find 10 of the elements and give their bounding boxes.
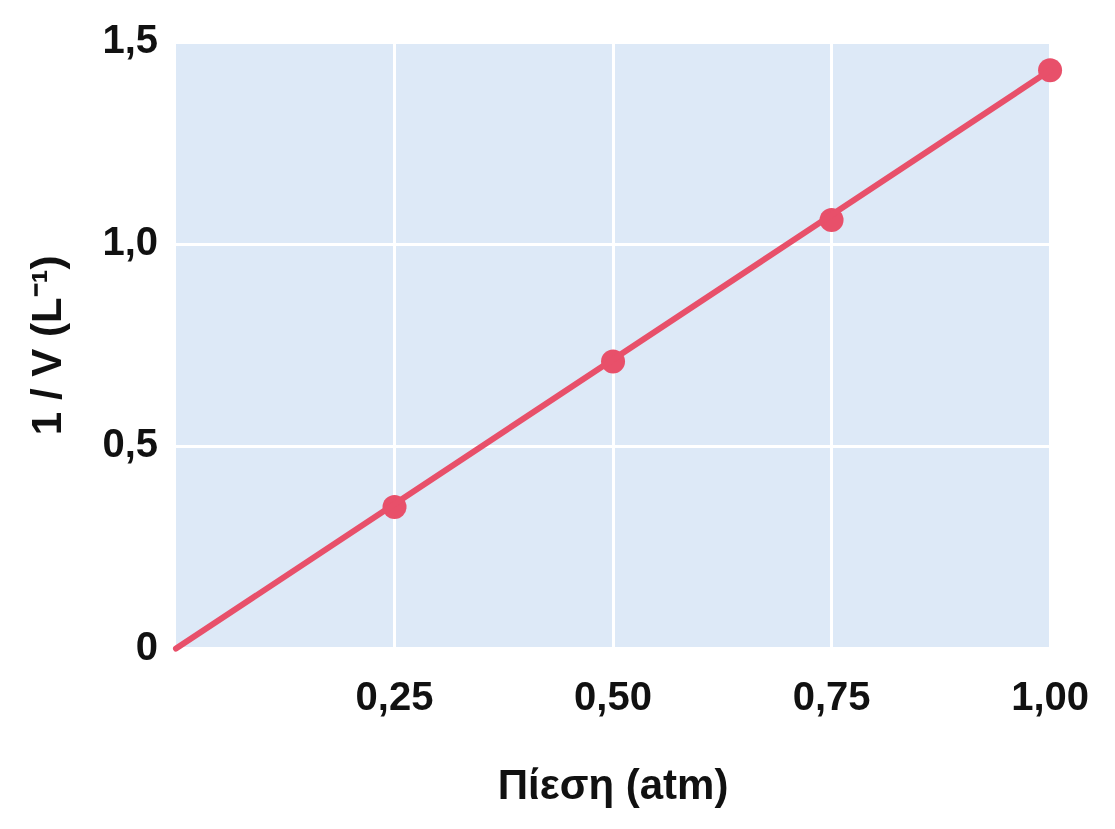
x-axis-title: Πίεση (atm) (497, 761, 729, 809)
y-tick-label: 0,5 (102, 421, 159, 466)
x-tick-label: 0,25 (355, 673, 434, 718)
y-tick-label: 1,5 (102, 17, 159, 62)
y-tick-label: 0 (135, 623, 159, 668)
y-tick-label: 1,0 (102, 219, 159, 264)
x-tick-label: 0,50 (574, 673, 652, 718)
x-tick-label: 1,00 (1011, 673, 1089, 718)
x-tick-label: 0,75 (792, 673, 871, 718)
y-axis-title: 1 / V (L⁻¹) (22, 255, 70, 436)
